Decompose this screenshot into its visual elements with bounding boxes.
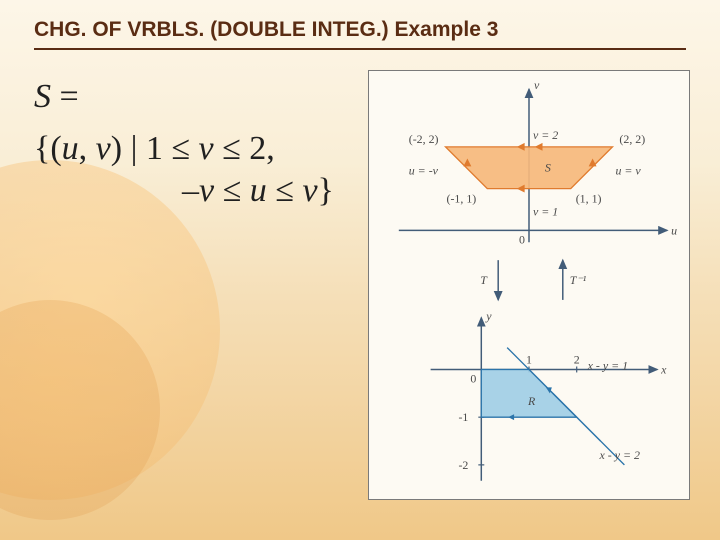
pt-2-2: (2, 2) <box>619 132 645 146</box>
edge-uv: u = v <box>615 164 641 178</box>
region-S-label: S <box>545 161 551 175</box>
T-label: T <box>480 273 488 287</box>
bg-blob-2 <box>0 300 160 520</box>
sym-u2: u <box>250 172 267 209</box>
edge-v2: v = 2 <box>533 128 558 142</box>
sym-u: u <box>62 130 79 167</box>
v-axis-label: v <box>534 78 540 92</box>
sym-v2: v <box>199 130 214 167</box>
brace-close: } <box>318 172 334 209</box>
math-content: S = {(u, v) | 1 ≤ v ≤ 2, –v ≤ u ≤ v} <box>34 78 334 210</box>
comma: , <box>79 130 96 167</box>
top-origin: 0 <box>519 232 525 246</box>
Tinv-label: T⁻¹ <box>570 273 587 287</box>
region-S-fill <box>446 147 613 189</box>
leq2: ≤ <box>267 172 303 209</box>
yt2: -2 <box>458 458 468 472</box>
math-line-2: {(u, v) | 1 ≤ v ≤ 2, <box>34 130 334 168</box>
pt-m2-2: (-2, 2) <box>409 132 439 146</box>
math-line-3: –v ≤ u ≤ v} <box>34 172 334 210</box>
xt2: 2 <box>574 353 580 367</box>
figure-svg: u v 0 S (-2, 2) (2, 2) (-1, 1) (1, 1) v … <box>369 71 689 499</box>
sym-eq: = <box>51 78 79 115</box>
sym-v4: v <box>302 172 317 209</box>
u-axis-label: u <box>671 223 677 237</box>
region-R-label: R <box>527 394 536 408</box>
edge-xy1: x - y = 1 <box>587 358 628 372</box>
yt1: -1 <box>458 410 468 424</box>
edge-xy2: x - y = 2 <box>599 448 640 462</box>
page-title: CHG. OF VRBLS. (DOUBLE INTEG.) Example 3 <box>34 18 686 50</box>
edge-unegv: u = -v <box>409 164 439 178</box>
end: ≤ 2, <box>214 130 275 167</box>
sym-v3: v <box>199 172 214 209</box>
bot-origin: 0 <box>470 371 476 385</box>
xt1: 1 <box>526 353 532 367</box>
pt-m1-1: (-1, 1) <box>447 192 477 206</box>
x-axis-label: x <box>660 362 667 376</box>
math-line-1: S = <box>34 78 334 116</box>
pt-1-1: (1, 1) <box>576 192 602 206</box>
y-axis-label: y <box>485 309 492 323</box>
edge-v1: v = 1 <box>533 204 558 218</box>
sym-S: S <box>34 78 51 115</box>
neg: – <box>182 172 199 209</box>
bg-blob-1 <box>0 160 220 500</box>
leq1: ≤ <box>214 172 250 209</box>
brace-open: {( <box>34 130 62 167</box>
figure-panel: u v 0 S (-2, 2) (2, 2) (-1, 1) (1, 1) v … <box>368 70 690 500</box>
header: CHG. OF VRBLS. (DOUBLE INTEG.) Example 3 <box>0 0 720 50</box>
mid: ) | 1 ≤ <box>111 130 199 167</box>
sym-v: v <box>96 130 111 167</box>
